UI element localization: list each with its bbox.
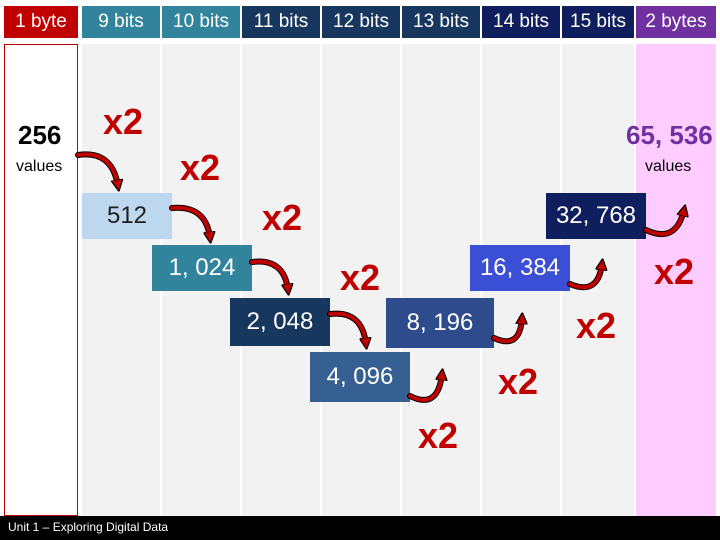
value-box-4096: 4, 096 [310,352,410,402]
curved-arrow-icon [407,374,442,403]
curved-arrow-icon [169,204,210,238]
footer-bar: Unit 1 – Exploring Digital Data [0,516,720,540]
multiplier-label: x2 [418,415,459,456]
curved-arrow-icon [491,318,522,345]
multiplier-label: x2 [180,147,221,188]
column-9-bits [82,0,160,516]
multiplier-label: x2 [103,101,144,142]
end-number: 65, 536 [626,120,713,150]
column-1-byte [4,0,78,516]
curved-arrow-icon [567,264,602,291]
start-unit: values [16,158,63,175]
curved-arrow-icon [327,310,366,344]
header-1-byte: 1 byte [4,6,78,38]
column-2-bytes [636,0,716,516]
value-box-8196: 8, 196 [386,298,494,348]
curved-arrow-icon [249,258,288,290]
header-10-bits: 10 bits [162,6,240,38]
multiplier-label: x2 [498,361,539,402]
end-unit: values [645,158,692,175]
start-number: 256 [18,120,62,150]
header-11-bits: 11 bits [242,6,320,38]
value-box-512: 512 [82,193,172,239]
multiplier-label: x2 [262,197,303,238]
header-13-bits: 13 bits [402,6,480,38]
column-11-bits [242,0,320,516]
column-13-bits [402,0,480,516]
multiplier-label: x2 [654,251,695,292]
footer-text: Unit 1 – Exploring Digital Data [8,520,169,534]
curved-arrow-icon [75,151,118,186]
curved-arrow-icon [643,210,684,237]
multiplier-label: x2 [576,305,617,346]
header-12-bits: 12 bits [322,6,400,38]
header-14-bits: 14 bits [482,6,560,38]
value-box-2048: 2, 048 [230,298,330,346]
value-box-1024: 1, 024 [152,245,252,291]
column-12-bits [322,0,400,516]
multiplier-label: x2 [340,257,381,298]
header-15-bits: 15 bits [562,6,634,38]
header-9-bits: 9 bits [82,6,160,38]
value-box-16384: 16, 384 [470,245,570,291]
header-2-bytes: 2 bytes [636,6,716,38]
value-box-32768: 32, 768 [546,193,646,239]
